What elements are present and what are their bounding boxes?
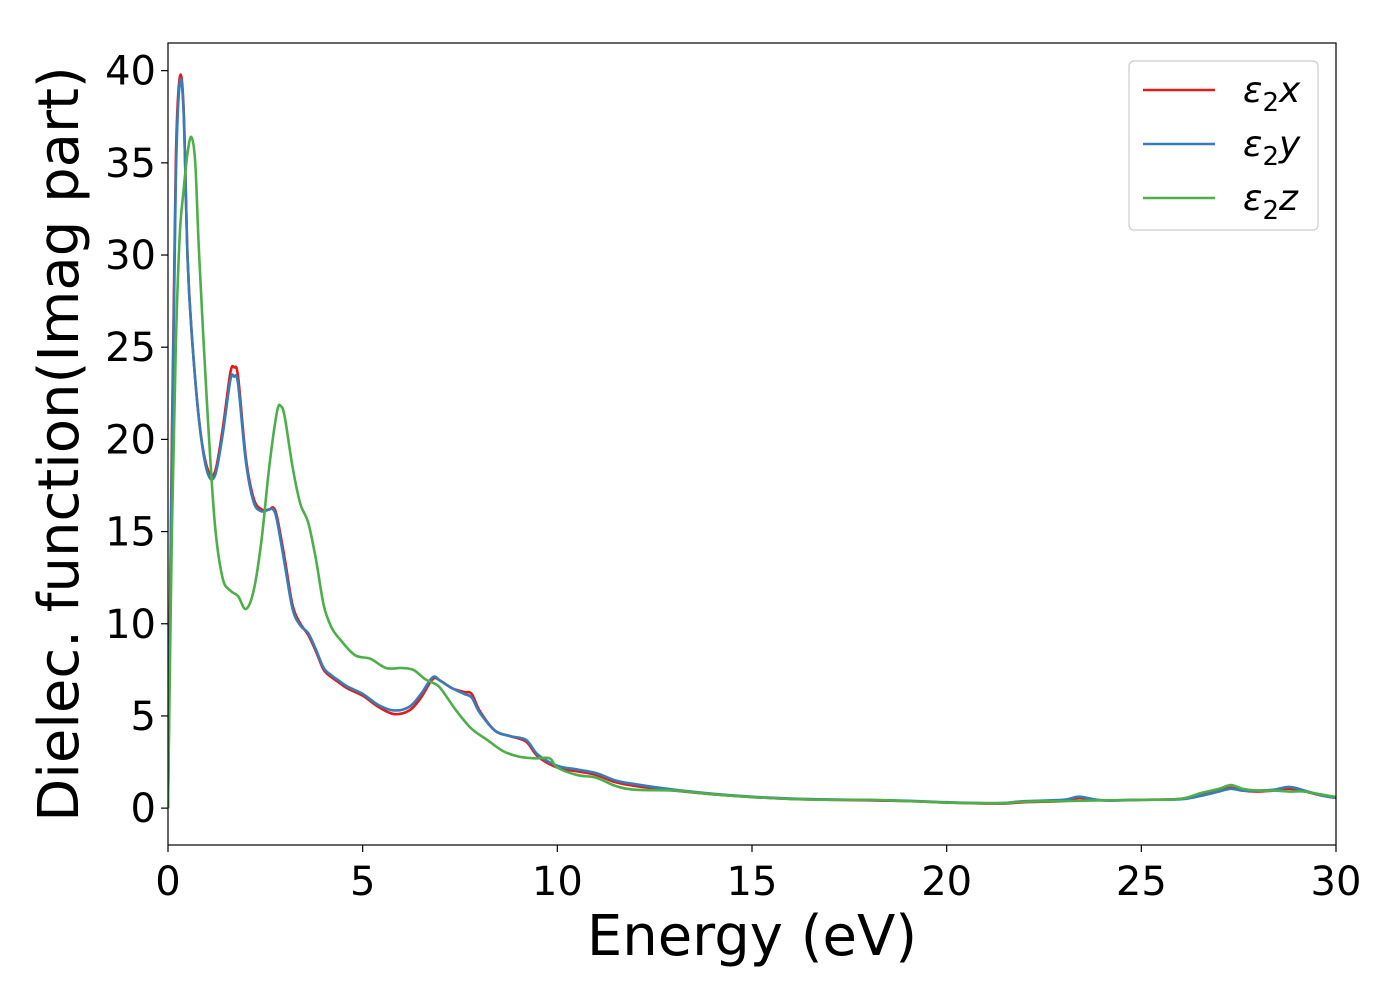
series-layer (168, 73, 1336, 809)
x-tick-label: 0 (155, 859, 180, 905)
x-axis-label: Energy (eV) (587, 904, 917, 969)
y-tick-label: 20 (105, 417, 156, 463)
x-tick-label: 30 (1311, 859, 1362, 905)
y-axis-label: Dielec. function(Imag part) (27, 66, 92, 822)
x-tick-label: 20 (921, 859, 972, 905)
legend-box (1128, 60, 1319, 231)
legend-items: ε2x ε2y ε2z (1143, 70, 1301, 226)
y-tick-label: 25 (105, 325, 156, 371)
y-tick-label: 30 (105, 233, 156, 279)
x-tick-label: 10 (532, 859, 583, 905)
y-axis-ticks: 0 5 10 15 20 25 30 35 40 (105, 49, 168, 832)
legend-label: ε2z (1243, 178, 1299, 226)
legend: ε2x ε2y ε2z (1128, 60, 1319, 231)
y-tick-label: 0 (131, 786, 156, 832)
x-tick-label: 5 (350, 859, 375, 905)
y-tick-label: 15 (105, 510, 156, 556)
series-line-y (168, 77, 1336, 809)
y-tick-label: 40 (105, 49, 156, 95)
x-axis-ticks: 0 5 10 15 20 25 30 (155, 845, 1361, 905)
legend-label: ε2y (1243, 124, 1301, 172)
legend-item-y: ε2y (1143, 124, 1301, 172)
legend-item-x: ε2x (1143, 70, 1301, 118)
legend-label: ε2x (1243, 70, 1301, 118)
y-tick-label: 10 (105, 602, 156, 648)
y-tick-label: 35 (105, 141, 156, 187)
x-tick-label: 25 (1116, 859, 1167, 905)
x-tick-label: 15 (727, 859, 778, 905)
y-tick-label: 5 (131, 694, 156, 740)
series-line-z (168, 135, 1336, 809)
legend-item-z: ε2z (1143, 178, 1299, 226)
